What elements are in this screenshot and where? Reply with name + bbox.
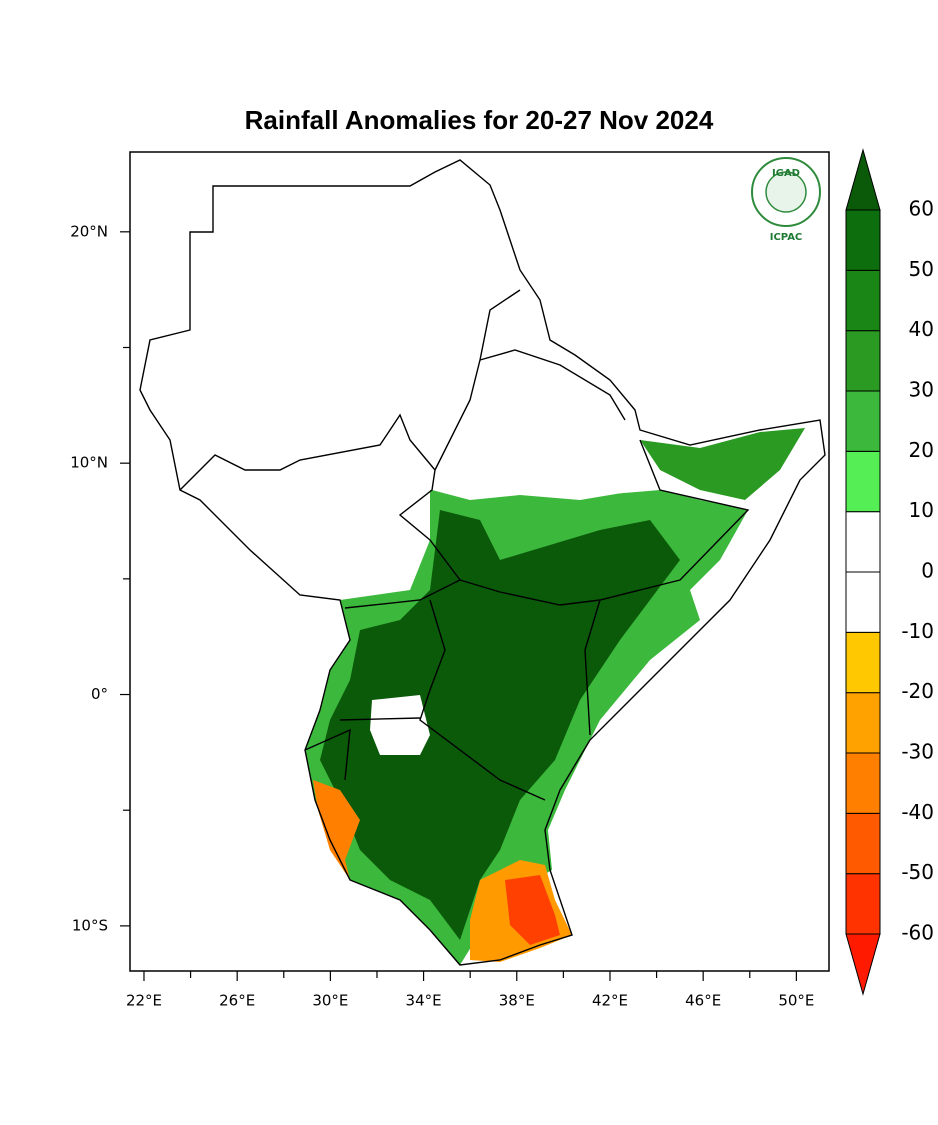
colorbar-label: 30	[909, 378, 934, 402]
border-line	[179, 413, 462, 609]
border-line	[584, 599, 601, 736]
border-line	[304, 728, 351, 781]
colorbar-extend-low	[845, 933, 881, 996]
border-line	[339, 717, 421, 721]
ethiopia-white	[432, 400, 660, 500]
lake-victoria	[370, 695, 430, 755]
logo-text: IGAD	[772, 168, 800, 179]
colorbar-box	[845, 209, 881, 271]
colorbar-label: 50	[909, 257, 934, 281]
anomaly-coast-orange	[313, 780, 360, 880]
colorbar-box	[845, 631, 881, 694]
logo: IGAD ICPAC	[751, 157, 821, 243]
colorbar-box	[845, 752, 881, 814]
colorbar-label: -60	[901, 921, 934, 945]
colorbar-label: -30	[901, 740, 934, 764]
x-tick-label: 38°E	[499, 992, 535, 1010]
x-tick-label: 34°E	[406, 992, 442, 1010]
y-tick-label: 20°N	[70, 222, 108, 240]
colorbar-box	[845, 873, 881, 935]
colorbar-label: 10	[909, 498, 934, 522]
x-tick-label: 30°E	[312, 992, 348, 1010]
logo-text: ICPAC	[770, 232, 803, 243]
border-line	[459, 439, 750, 606]
colorbar-label: -10	[901, 619, 934, 643]
anomaly-dry-red	[505, 875, 560, 945]
outline	[139, 159, 826, 966]
x-tick-label: 22°E	[126, 992, 162, 1010]
colorbar-label: 0	[921, 559, 934, 583]
y-tick-label: 10°S	[72, 916, 108, 934]
colorbar-label: -50	[901, 860, 934, 884]
x-tick-label: 42°E	[592, 992, 628, 1010]
colorbar-box	[845, 330, 881, 392]
map-layer	[139, 159, 826, 966]
border-line	[479, 349, 626, 421]
colorbar-label: 60	[909, 197, 934, 221]
colorbar-label: 20	[909, 438, 934, 462]
colorbar-label: -40	[901, 800, 934, 824]
chart-title: Rainfall Anomalies for 20-27 Nov 2024	[245, 105, 714, 135]
anomaly-dark-green	[320, 510, 680, 940]
map-frame	[129, 151, 830, 972]
y-tick-label: 10°N	[70, 454, 108, 472]
x-tick-label: 26°E	[219, 992, 255, 1010]
colorbar-label: 40	[909, 317, 934, 341]
colorbar-extend-high	[845, 148, 881, 211]
colorbar-box	[845, 390, 881, 452]
colorbar-box	[845, 269, 881, 332]
border-line	[434, 289, 521, 471]
colorbar-box	[845, 692, 881, 754]
anomaly-somalia-green	[640, 428, 805, 500]
colorbar-label: -20	[901, 679, 934, 703]
colorbar-box	[845, 812, 881, 875]
logo-globe	[765, 171, 807, 213]
x-tick-label: 50°E	[778, 992, 814, 1010]
y-tick-label: 0°	[91, 685, 108, 703]
colorbar-box	[845, 450, 881, 513]
borders	[139, 159, 826, 966]
colorbar-box	[845, 511, 881, 573]
colorbar-box	[845, 571, 881, 633]
x-tick-label: 46°E	[685, 992, 721, 1010]
border-line	[419, 599, 546, 801]
